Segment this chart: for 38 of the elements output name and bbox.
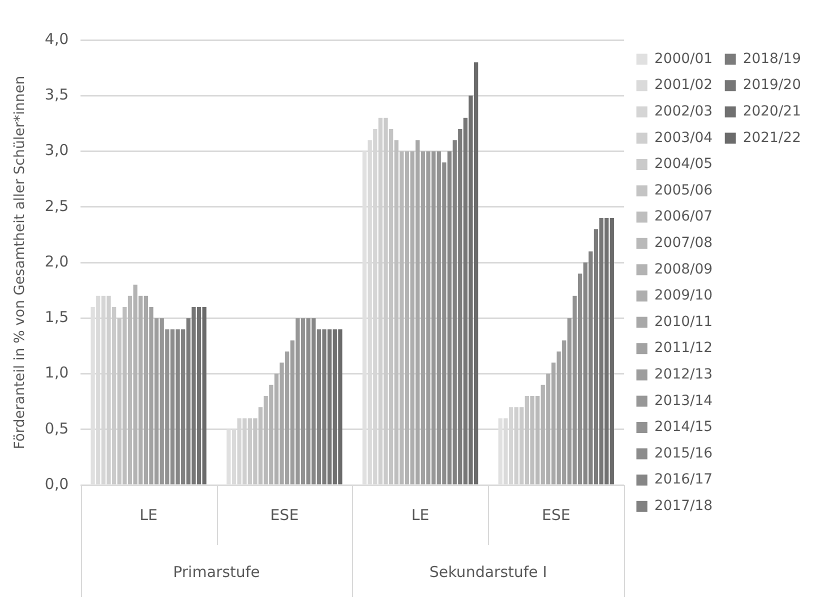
- y-tick-label: 2,5: [44, 196, 69, 215]
- x-tick-label: ESE: [542, 506, 570, 524]
- y-tick-label: 1,0: [44, 364, 69, 382]
- legend-label: 2015/16: [654, 445, 713, 462]
- y-tick-label: 2,0: [44, 252, 69, 270]
- legend-label: 2007/08: [654, 235, 713, 252]
- text: Primarstufe: [173, 562, 260, 581]
- legend-label: 2006/07: [654, 208, 713, 225]
- legend-label: 2021/22: [742, 130, 802, 146]
- y-tick-label: 3,5: [44, 86, 69, 104]
- legend-label: 2004/05: [654, 156, 713, 172]
- y-tick-label: 3,0: [44, 141, 69, 160]
- legend-label: 2020/21: [742, 104, 802, 120]
- x-tick-label: ESE: [270, 506, 299, 524]
- text: Sekundarstufe I: [429, 562, 548, 581]
- y-tick-label: 0,5: [44, 419, 69, 438]
- legend-label: 2018/19: [742, 50, 802, 67]
- legend-label: 2012/13: [654, 366, 713, 383]
- legend-label: 2013/14: [654, 392, 713, 409]
- legend-label: 2009/10: [654, 288, 713, 304]
- y-tick-label: 1,5: [44, 308, 69, 326]
- x-tick-label: LE: [411, 506, 430, 524]
- legend-label: 2017/18: [654, 498, 713, 514]
- legend-label: 2008/09: [654, 261, 713, 278]
- legend-label: 2014/15: [654, 419, 713, 436]
- legend-label: 2011/12: [654, 340, 713, 356]
- legend-label: 2001/02: [654, 77, 713, 94]
- legend-label: 2016/17: [654, 472, 713, 488]
- legend-label: 2019/20: [742, 77, 802, 94]
- legend-label: 2002/03: [654, 104, 713, 120]
- legend-label: 2000/01: [654, 50, 713, 67]
- y-axis-title: Förderanteil in % von Gesamtheit aller Schüler*innen: [12, 76, 28, 450]
- y-tick-label: 0,0: [44, 474, 69, 493]
- legend-label: 2003/04: [654, 130, 713, 146]
- legend-label: 2005/06: [654, 182, 713, 198]
- legend-label: 2010/11: [654, 314, 713, 330]
- y-tick-label: 4,0: [44, 30, 69, 48]
- x-tick-label: LE: [140, 506, 158, 524]
